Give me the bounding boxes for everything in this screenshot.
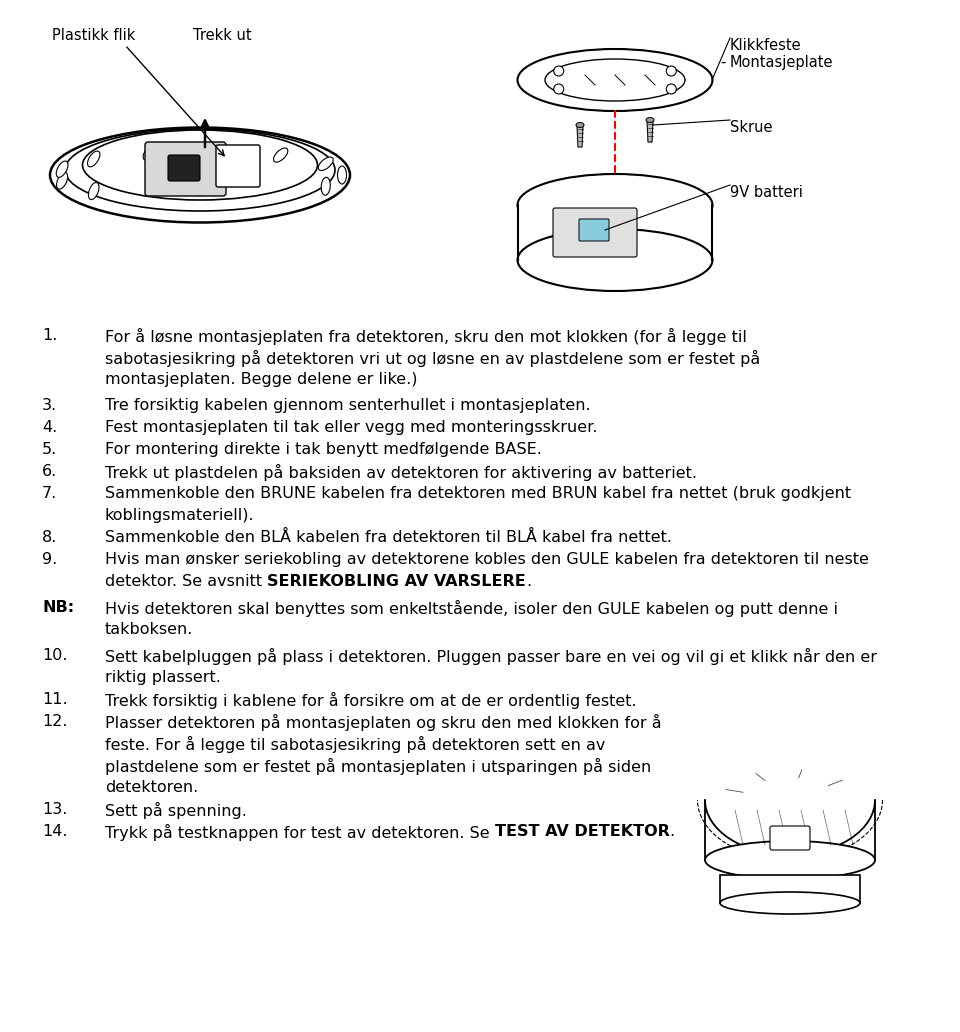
Ellipse shape: [338, 166, 347, 184]
Ellipse shape: [83, 130, 318, 200]
Ellipse shape: [319, 157, 333, 170]
Text: 8.: 8.: [42, 530, 58, 545]
Circle shape: [666, 84, 676, 94]
Text: Montasjeplate: Montasjeplate: [730, 55, 833, 70]
Text: Trekk ut: Trekk ut: [193, 28, 252, 43]
Text: 3.: 3.: [42, 398, 58, 413]
Text: 9.: 9.: [42, 552, 58, 567]
Text: 12.: 12.: [42, 714, 67, 729]
Text: 4.: 4.: [42, 420, 58, 436]
Ellipse shape: [57, 161, 68, 178]
FancyBboxPatch shape: [216, 146, 260, 187]
Text: detektor. Se avsnitt: detektor. Se avsnitt: [105, 574, 267, 589]
Text: Sett kabelpluggen på plass i detektoren. Pluggen passer bare en vei og vil gi et: Sett kabelpluggen på plass i detektoren.…: [105, 648, 877, 665]
Text: Plasser detektoren på montasjeplaten og skru den med klokken for å: Plasser detektoren på montasjeplaten og …: [105, 714, 661, 731]
Text: 6.: 6.: [42, 464, 58, 479]
Ellipse shape: [65, 129, 335, 211]
Text: koblingsmateriell).: koblingsmateriell).: [105, 508, 254, 523]
Text: For å løsne montasjeplaten fra detektoren, skru den mot klokken (for å legge til: For å løsne montasjeplaten fra detektore…: [105, 328, 747, 345]
Text: Trykk på testknappen for test av detektoren. Se: Trykk på testknappen for test av detekto…: [105, 824, 494, 841]
FancyBboxPatch shape: [579, 219, 609, 241]
Text: riktig plassert.: riktig plassert.: [105, 670, 221, 685]
Text: 5.: 5.: [42, 442, 58, 457]
Text: sabotasjesikring på detektoren vri ut og løsne en av plastdelene som er festet p: sabotasjesikring på detektoren vri ut og…: [105, 350, 760, 367]
Text: TEST AV DETEKTOR: TEST AV DETEKTOR: [494, 824, 670, 839]
Text: 7.: 7.: [42, 486, 58, 501]
Ellipse shape: [87, 151, 100, 167]
Polygon shape: [518, 205, 712, 260]
Ellipse shape: [57, 172, 68, 189]
Text: -: -: [721, 55, 726, 70]
Circle shape: [554, 84, 564, 94]
Text: Trekk ut plastdelen på baksiden av detektoren for aktivering av batteriet.: Trekk ut plastdelen på baksiden av detek…: [105, 464, 697, 481]
Text: .: .: [526, 574, 531, 589]
Text: 13.: 13.: [42, 802, 67, 817]
Text: Tre forsiktig kabelen gjennom senterhullet i montasjeplaten.: Tre forsiktig kabelen gjennom senterhull…: [105, 398, 590, 413]
Text: Hvis detektoren skal benyttes som enkeltstående, isoler den GULE kabelen og putt: Hvis detektoren skal benyttes som enkelt…: [105, 600, 838, 617]
Text: 14.: 14.: [42, 824, 67, 839]
Ellipse shape: [210, 143, 224, 158]
Text: .: .: [670, 824, 675, 839]
Text: Sammenkoble den BRUNE kabelen fra detektoren med BRUN kabel fra nettet (bruk god: Sammenkoble den BRUNE kabelen fra detekt…: [105, 486, 852, 501]
Text: 9V batteri: 9V batteri: [730, 185, 803, 200]
Text: Hvis man ønsker seriekobling av detektorene kobles den GULE kabelen fra detektor: Hvis man ønsker seriekobling av detektor…: [105, 552, 869, 567]
Text: 1.: 1.: [42, 328, 58, 343]
Text: Sammenkoble den BLÅ kabelen fra detektoren til BLÅ kabel fra nettet.: Sammenkoble den BLÅ kabelen fra detektor…: [105, 530, 672, 545]
Text: takboksen.: takboksen.: [105, 622, 193, 637]
FancyBboxPatch shape: [720, 875, 860, 903]
Ellipse shape: [517, 174, 712, 236]
Text: montasjeplaten. Begge delene er like.): montasjeplaten. Begge delene er like.): [105, 372, 418, 387]
Text: Klikkfeste: Klikkfeste: [730, 38, 802, 53]
Text: Plastikk flik: Plastikk flik: [52, 28, 135, 43]
FancyBboxPatch shape: [770, 826, 810, 850]
Ellipse shape: [720, 892, 860, 914]
Ellipse shape: [322, 178, 330, 195]
Text: plastdelene som er festet på montasjeplaten i utsparingen på siden: plastdelene som er festet på montasjepla…: [105, 757, 651, 775]
Text: Skrue: Skrue: [730, 120, 773, 135]
Ellipse shape: [705, 841, 875, 879]
Ellipse shape: [143, 144, 156, 160]
Text: For montering direkte i tak benytt medfølgende BASE.: For montering direkte i tak benytt medfø…: [105, 442, 541, 457]
Text: NB:: NB:: [42, 600, 74, 615]
FancyBboxPatch shape: [168, 155, 200, 181]
FancyBboxPatch shape: [553, 208, 637, 257]
Circle shape: [554, 66, 564, 76]
Ellipse shape: [274, 148, 288, 162]
Ellipse shape: [545, 59, 685, 101]
Ellipse shape: [517, 229, 712, 291]
Text: feste. For å legge til sabotasjesikring på detektoren sett en av: feste. For å legge til sabotasjesikring …: [105, 736, 606, 753]
Circle shape: [666, 66, 676, 76]
Ellipse shape: [646, 118, 654, 123]
Ellipse shape: [576, 123, 584, 128]
Text: detektoren.: detektoren.: [105, 780, 199, 795]
Text: Fest montasjeplaten til tak eller vegg med monteringsskruer.: Fest montasjeplaten til tak eller vegg m…: [105, 420, 597, 436]
Text: Sett på spenning.: Sett på spenning.: [105, 802, 247, 819]
Ellipse shape: [517, 49, 712, 111]
Text: 10.: 10.: [42, 648, 67, 663]
Ellipse shape: [50, 128, 350, 223]
Text: 11.: 11.: [42, 692, 67, 707]
Ellipse shape: [88, 183, 99, 199]
Polygon shape: [647, 120, 653, 142]
Text: SERIEKOBLING AV VARSLERE: SERIEKOBLING AV VARSLERE: [267, 574, 526, 589]
Polygon shape: [577, 125, 583, 147]
FancyBboxPatch shape: [145, 142, 226, 196]
Text: Trekk forsiktig i kablene for å forsikre om at de er ordentlig festet.: Trekk forsiktig i kablene for å forsikre…: [105, 692, 636, 709]
